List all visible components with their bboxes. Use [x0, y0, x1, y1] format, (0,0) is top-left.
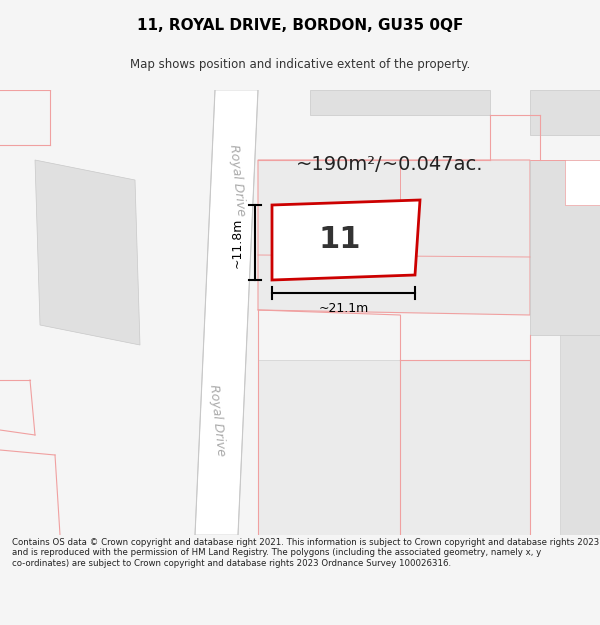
- Text: ~190m²/~0.047ac.: ~190m²/~0.047ac.: [296, 156, 484, 174]
- Polygon shape: [400, 360, 530, 535]
- Text: ~11.8m: ~11.8m: [230, 217, 244, 268]
- Polygon shape: [258, 160, 530, 315]
- Text: Contains OS data © Crown copyright and database right 2021. This information is : Contains OS data © Crown copyright and d…: [12, 538, 599, 568]
- Polygon shape: [530, 160, 600, 205]
- Polygon shape: [258, 360, 400, 535]
- Polygon shape: [530, 90, 600, 135]
- Polygon shape: [530, 160, 600, 335]
- Text: 11: 11: [319, 226, 361, 254]
- Text: Map shows position and indicative extent of the property.: Map shows position and indicative extent…: [130, 58, 470, 71]
- Text: 11, ROYAL DRIVE, BORDON, GU35 0QF: 11, ROYAL DRIVE, BORDON, GU35 0QF: [137, 18, 463, 32]
- Polygon shape: [272, 200, 420, 280]
- Text: Royal Drive: Royal Drive: [207, 384, 227, 456]
- Text: Royal Drive: Royal Drive: [227, 144, 247, 216]
- Polygon shape: [310, 90, 490, 115]
- Text: ~21.1m: ~21.1m: [319, 302, 368, 316]
- Polygon shape: [35, 160, 140, 345]
- Polygon shape: [195, 90, 258, 535]
- Polygon shape: [560, 335, 600, 535]
